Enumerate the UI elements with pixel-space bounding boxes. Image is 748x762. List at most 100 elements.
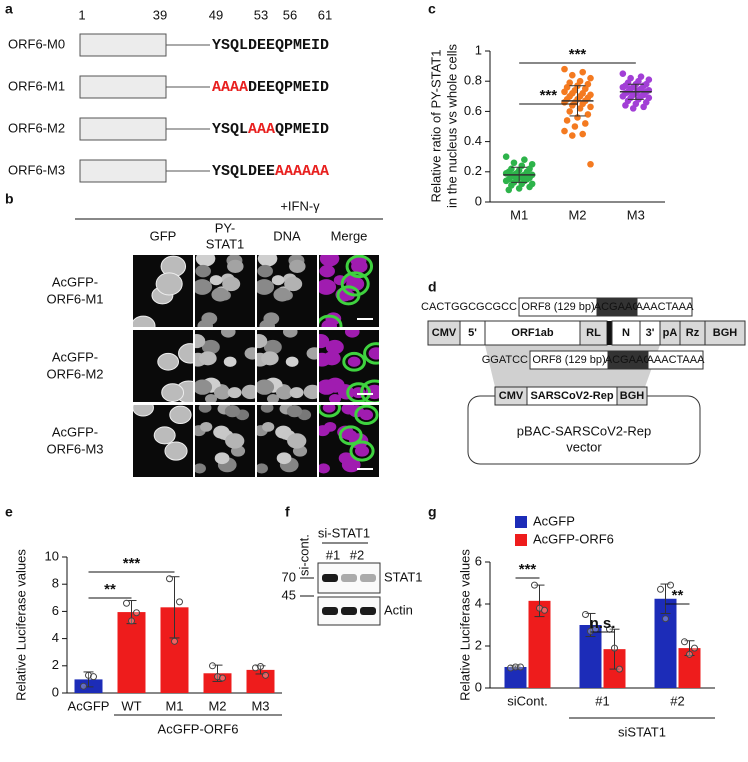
nucleus [338, 452, 354, 465]
sequence: YSQLAAAQPMEID [212, 121, 329, 138]
nucleus [325, 339, 344, 355]
data-point [517, 663, 524, 671]
micrograph [133, 330, 193, 402]
cell [363, 342, 379, 365]
nucleus [209, 275, 223, 286]
micrograph [257, 330, 317, 402]
sequence: YSQLDEEAAAAAA [212, 163, 329, 180]
insert-box [636, 297, 693, 317]
y-tick-label: 1 [475, 42, 482, 57]
orf-box [79, 159, 167, 183]
nucleus [214, 452, 230, 465]
orf-box [79, 75, 167, 99]
row-name: ORF6-M1 [8, 78, 65, 93]
nucleus [351, 259, 368, 273]
data-point [640, 103, 647, 111]
nucleus [195, 255, 216, 267]
insert-text: ORF8 (129 bp) [521, 301, 594, 313]
spacer [607, 321, 612, 345]
construct-label: BGH [713, 327, 738, 339]
nucleus [344, 330, 360, 338]
x-tick-label: AcGFP [68, 698, 110, 713]
legend-swatch [515, 534, 527, 546]
data-point [571, 123, 579, 130]
nucleus [199, 351, 217, 366]
nucleus [285, 356, 299, 367]
significance-label: ** [672, 587, 684, 604]
micrograph [319, 255, 379, 327]
cells [157, 343, 193, 402]
data-point [262, 671, 269, 679]
band [322, 607, 338, 615]
insert-prefix: GGATCC [482, 354, 528, 366]
significance-label: *** [123, 555, 141, 572]
cell [360, 379, 379, 402]
data-point [133, 609, 140, 617]
data-point [681, 638, 688, 646]
vector-name: vector [566, 439, 602, 454]
micrograph [195, 255, 255, 327]
y-tick-label: 0 [52, 684, 59, 699]
construct-label: CMV [432, 327, 457, 339]
significance-label: *** [519, 561, 537, 578]
nucleus [263, 312, 280, 325]
nucleus [282, 330, 298, 338]
x-tick-label: siCont. [507, 693, 547, 708]
micrograph [257, 405, 317, 477]
insert-text: ACGAAC [594, 301, 641, 313]
data-point [521, 156, 528, 164]
band [360, 607, 376, 615]
cell [319, 405, 341, 418]
band [341, 574, 357, 582]
data-point [252, 664, 259, 672]
bar [579, 625, 602, 688]
data-point [507, 664, 514, 672]
sequence-segment: QPMEID [275, 121, 329, 138]
construct-box [484, 320, 581, 346]
y-tick-label: 0.4 [464, 133, 482, 148]
panel-label: f [285, 504, 290, 520]
construct-box [704, 320, 746, 346]
y-tick-label: 6 [52, 603, 59, 618]
y-axis-label: Relative ratio of PY-STAT1 [428, 50, 443, 203]
row-label: AcGFP- [52, 424, 98, 439]
sequence-segment: YSQL [212, 121, 248, 138]
band-label: STAT1 [384, 569, 423, 584]
nucleus [200, 421, 213, 432]
y-tick-label: 4 [52, 630, 59, 645]
data-point [171, 637, 178, 645]
position-label: 1 [78, 7, 85, 22]
column-label: PY- [215, 220, 235, 235]
vector-element: SARSCoV2-Rep [530, 390, 613, 402]
cells [133, 405, 192, 461]
y-tick-label: 2 [475, 637, 482, 652]
cells [195, 405, 250, 474]
column-label: DNA [273, 228, 301, 243]
data-point [214, 673, 221, 681]
y-tick-label: 2 [52, 657, 59, 672]
row-name: ORF6-M0 [8, 36, 65, 51]
cell [157, 352, 180, 371]
data-point [209, 662, 216, 670]
nucleus [225, 433, 245, 449]
y-tick-label: 10 [45, 548, 59, 563]
nucleus [204, 394, 218, 402]
y-tick-label: 8 [52, 576, 59, 591]
y-tick-label: 0.6 [464, 103, 482, 118]
construct-label: ORF1ab [511, 327, 553, 339]
significance-label: ** [104, 581, 116, 598]
cell [161, 383, 185, 402]
x-tick-label: M1 [510, 207, 528, 222]
data-point [512, 663, 519, 671]
x-tick-label: M3 [627, 207, 645, 222]
data-point [219, 674, 226, 682]
data-point [257, 662, 264, 670]
x-tick-label: M1 [165, 698, 183, 713]
row-label: ORF6-M3 [46, 441, 103, 456]
construct-box [459, 320, 486, 346]
nucleus [266, 394, 280, 402]
x-tick-label: #1 [595, 693, 609, 708]
nucleus [227, 259, 244, 273]
construct-label: 3' [646, 327, 655, 339]
